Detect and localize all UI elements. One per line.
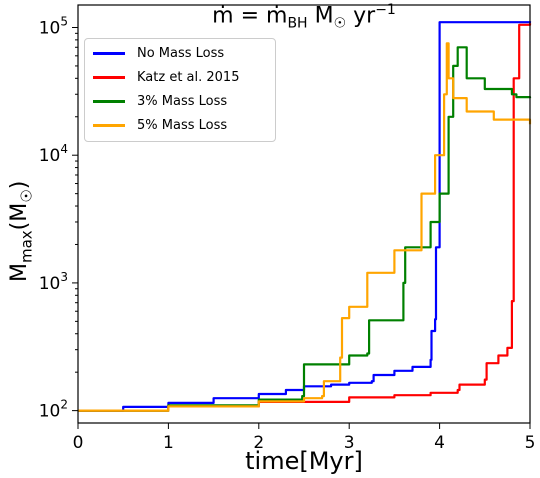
x-tick-label: 3 — [344, 433, 355, 453]
x-tick-label: 5 — [525, 433, 536, 453]
legend-label: 5% Mass Loss — [137, 117, 228, 133]
y-tick-label: 104 — [39, 142, 68, 166]
legend-entry: No Mass Loss — [93, 43, 224, 63]
legend-label: Katz et al. 2015 — [137, 69, 240, 85]
legend-entry: 5% Mass Loss — [93, 115, 227, 135]
legend-label: 3% Mass Loss — [137, 93, 228, 109]
legend: No Mass Loss Katz et al. 2015 3% Mass Lo… — [84, 38, 276, 142]
y-tick-label: 103 — [39, 270, 68, 294]
series-line-0 — [78, 21, 532, 412]
legend-swatch — [93, 75, 125, 79]
y-axis: 102 103 104 105 — [39, 14, 78, 422]
chart-title: ṁ = ṁBH M☉ yr−1 — [212, 2, 396, 32]
y-tick-label: 102 — [39, 398, 68, 422]
x-tick-label: 0 — [73, 433, 84, 453]
series-line-3 — [78, 42, 532, 412]
series-layer — [78, 21, 532, 412]
legend-swatch — [93, 99, 125, 103]
legend-entry: Katz et al. 2015 — [93, 67, 239, 87]
x-axis-label: time[Myr] — [245, 447, 363, 475]
y-axis-label: Mmax(M☉) — [7, 180, 36, 282]
x-axis: 0 1 2 3 4 5 — [73, 423, 536, 453]
legend-entry: 3% Mass Loss — [93, 91, 227, 111]
x-tick-label: 2 — [253, 433, 264, 453]
series-line-2 — [78, 46, 532, 412]
legend-label: No Mass Loss — [137, 45, 225, 61]
series-line-1 — [78, 23, 532, 412]
x-tick-label: 1 — [163, 433, 174, 453]
legend-swatch — [93, 123, 125, 127]
x-tick-label: 4 — [434, 433, 445, 453]
legend-swatch — [93, 51, 125, 55]
y-tick-label: 105 — [39, 14, 68, 38]
plot-frame — [77, 4, 531, 424]
